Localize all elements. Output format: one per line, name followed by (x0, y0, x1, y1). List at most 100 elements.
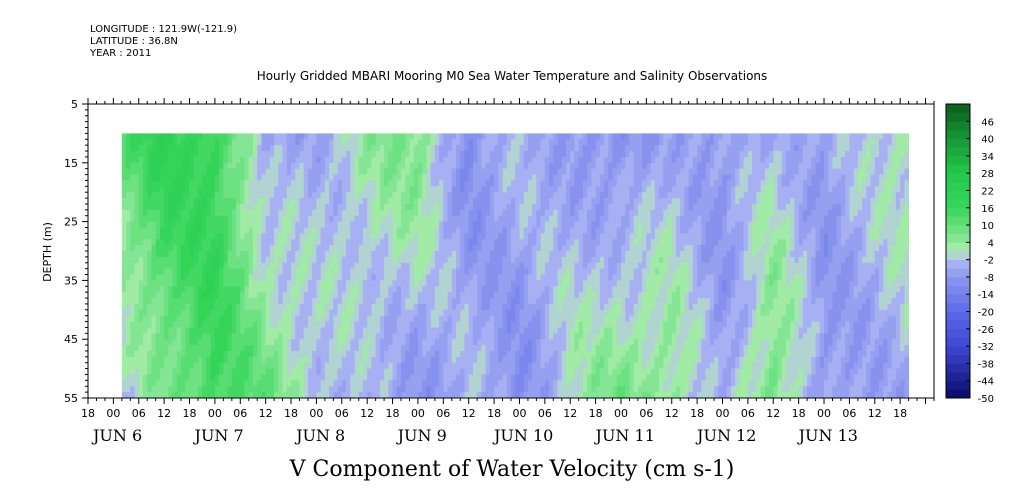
heatmap-cell (494, 227, 499, 234)
heatmap-cell (468, 386, 474, 393)
heatmap-cell (561, 233, 567, 240)
heatmap-cell (527, 292, 533, 299)
heatmap-cell (236, 215, 241, 222)
heatmap-cell (549, 198, 554, 205)
heatmap-cell (346, 262, 351, 270)
heatmap-cell (582, 203, 588, 211)
heatmap-cell (155, 245, 161, 252)
heatmap-cell (236, 203, 241, 211)
heatmap-cell (227, 233, 233, 240)
heatmap-cell (214, 186, 220, 193)
heatmap-cell (307, 192, 313, 199)
heatmap-cell (316, 245, 322, 252)
heatmap-cell (396, 368, 402, 375)
heatmap-cell (392, 374, 398, 381)
heatmap-cell (227, 251, 233, 258)
heatmap-cell (299, 192, 305, 199)
heatmap-cell (231, 392, 237, 399)
heatmap-cell (210, 162, 216, 170)
heatmap-cell (341, 251, 347, 258)
heatmap-cell (511, 268, 516, 275)
heatmap-cell (337, 133, 343, 140)
heatmap-cell (316, 350, 322, 358)
heatmap-cell (498, 374, 503, 381)
heatmap-cell (265, 298, 271, 305)
heatmap-cell (472, 215, 478, 222)
heatmap-cell (354, 374, 360, 381)
heatmap-cell (384, 392, 389, 399)
heatmap-cell (159, 239, 165, 246)
heatmap-cell (460, 162, 465, 170)
heatmap-cell (295, 168, 300, 175)
heatmap-cell (312, 321, 317, 328)
heatmap-cell (417, 368, 423, 375)
heatmap-cell (544, 221, 550, 228)
heatmap-cell (405, 356, 410, 364)
heatmap-cell (295, 239, 300, 246)
heatmap-cell (540, 203, 546, 211)
heatmap-cell (523, 227, 529, 234)
heatmap-cell (549, 350, 554, 358)
heatmap-cell (231, 298, 237, 305)
heatmap-cell (346, 245, 351, 252)
heatmap-cell (544, 374, 550, 381)
heatmap-cell (142, 227, 148, 234)
heatmap-cell (346, 274, 351, 281)
heatmap-cell (278, 268, 283, 275)
heatmap-cell (346, 280, 351, 287)
heatmap-cell (164, 268, 169, 275)
heatmap-cell (193, 186, 199, 193)
heatmap-cell (489, 215, 495, 222)
heatmap-cell (176, 227, 182, 234)
heatmap-cell (291, 315, 296, 322)
heatmap-cell (523, 303, 529, 311)
heatmap-cell (248, 345, 254, 352)
heatmap-cell (189, 174, 195, 181)
heatmap-cell (358, 268, 364, 275)
heatmap-cell (362, 356, 368, 364)
heatmap-cell (307, 168, 313, 175)
heatmap-cell (219, 203, 224, 211)
heatmap-cell (553, 333, 558, 340)
heatmap-cell (219, 227, 224, 234)
heatmap-cell (405, 209, 410, 217)
heatmap-cell (299, 315, 305, 322)
heatmap-cell (130, 386, 135, 393)
heatmap-cell (252, 203, 258, 211)
heatmap-cell (134, 274, 140, 281)
heatmap-cell (515, 392, 520, 399)
heatmap-cell (506, 327, 512, 334)
heatmap-cell (333, 239, 338, 246)
heatmap-cell (159, 186, 165, 193)
heatmap-cell (151, 350, 157, 358)
heatmap-cell (282, 280, 288, 287)
heatmap-cell (570, 186, 575, 193)
heatmap-cell (570, 345, 575, 352)
heatmap-cell (443, 221, 448, 228)
heatmap-cell (417, 156, 423, 164)
heatmap-cell (536, 286, 542, 293)
heatmap-cell (498, 168, 503, 175)
heatmap-cell (164, 180, 169, 187)
heatmap-cell (320, 209, 326, 217)
heatmap-cell (278, 203, 283, 211)
heatmap-cell (299, 215, 305, 222)
heatmap-cell (565, 280, 571, 287)
heatmap-cell (540, 298, 546, 305)
heatmap-cell (451, 327, 457, 334)
heatmap-cell (439, 162, 444, 170)
heatmap-cell (261, 251, 267, 258)
heatmap-cell (405, 274, 410, 281)
heatmap-cell (574, 303, 580, 311)
heatmap-cell (202, 386, 207, 393)
heatmap-cell (371, 145, 377, 152)
heatmap-cell (210, 280, 216, 287)
heatmap-cell (337, 215, 343, 222)
heatmap-cell (121, 321, 127, 328)
heatmap-cell (269, 245, 275, 252)
heatmap-cell (214, 380, 220, 387)
heatmap-cell (244, 339, 250, 346)
heatmap-cell (384, 262, 389, 270)
heatmap-cell (477, 292, 482, 299)
heatmap-cell (337, 233, 343, 240)
